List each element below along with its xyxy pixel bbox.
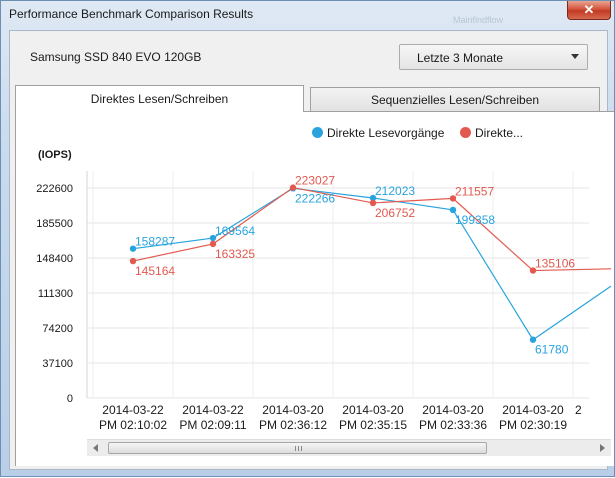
device-name: Samsung SSD 840 EVO 120GB [30, 50, 202, 64]
window-title: Performance Benchmark Comparison Results [9, 7, 254, 21]
close-button[interactable]: ✕ [567, 1, 611, 20]
y-axis-label: (IOPS) [38, 149, 72, 161]
data-point [529, 267, 537, 274]
data-label: 61780 [535, 343, 569, 357]
x-tick-label-date: 2014-03-20 [262, 403, 324, 417]
data-label: 158287 [135, 235, 175, 249]
y-tick-label: 148400 [36, 253, 73, 265]
data-point [369, 194, 377, 202]
x-tick-label-date: 2014-03-20 [502, 403, 564, 417]
x-tick-label-time: PM 02:36:12 [259, 418, 327, 432]
x-tick-label-date: 2 [575, 403, 582, 417]
scrollbar-thumb[interactable] [108, 442, 487, 454]
data-label: 223027 [295, 174, 335, 188]
background-ghost-text: Mainfindflow [453, 15, 504, 25]
y-tick-label: 37100 [42, 358, 73, 370]
data-point [209, 234, 217, 242]
legend-dot-write [460, 127, 471, 138]
grip-icon [295, 446, 303, 451]
x-tick-label-date: 2014-03-20 [422, 403, 484, 417]
x-tick-label-date: 2014-03-22 [102, 403, 164, 417]
chevron-down-icon [571, 54, 579, 59]
x-tick-label-time: PM 02:33:36 [419, 418, 487, 432]
data-label: 222266 [295, 191, 335, 205]
chart-panel [15, 111, 614, 466]
legend-item-write[interactable]: Direkte... [460, 126, 523, 140]
data-label: 199358 [455, 213, 495, 227]
x-tick-label-time: PM 02:35:15 [339, 418, 407, 432]
period-select-value: Letzte 3 Monate [417, 51, 504, 65]
y-tick-label: 222600 [36, 183, 73, 195]
data-point [529, 336, 537, 343]
title-bar[interactable]: Performance Benchmark Comparison Results… [1, 1, 614, 29]
horizontal-scrollbar[interactable] [87, 439, 611, 456]
data-label: 145164 [135, 264, 175, 278]
data-label: 135106 [535, 257, 575, 271]
scroll-right-icon[interactable] [600, 444, 605, 452]
x-tick-label-time: PM 02:10:02 [99, 418, 167, 432]
data-point [129, 257, 137, 265]
y-tick-label: 0 [67, 393, 73, 405]
legend-label-read: Direkte Lesevorgänge [327, 126, 445, 140]
scroll-left-icon[interactable] [93, 444, 98, 452]
y-tick-label: 111300 [38, 288, 73, 300]
tab-direct-read-write[interactable]: Direktes Lesen/Schreiben [15, 85, 304, 112]
period-select[interactable]: Letzte 3 Monate [399, 44, 588, 70]
data-point [129, 245, 137, 252]
legend-label-write: Direkte... [475, 126, 524, 140]
data-point [289, 184, 297, 191]
data-point [209, 240, 217, 248]
data-label: 206752 [375, 206, 415, 220]
x-tick-label-date: 2014-03-22 [182, 403, 244, 417]
data-label: 163325 [215, 247, 255, 261]
legend-item-read[interactable]: Direkte Lesevorgänge [312, 126, 444, 140]
data-label: 212023 [375, 184, 415, 198]
x-tick-label-time: PM 02:30:19 [499, 418, 567, 432]
y-tick-label: 74200 [42, 323, 73, 335]
x-tick-label-time: PM 02:09:11 [179, 418, 246, 432]
data-point [449, 195, 457, 202]
y-tick-label: 185500 [36, 218, 73, 230]
legend-dot-read [312, 127, 323, 138]
data-label: 211557 [455, 184, 494, 198]
data-label: 169564 [215, 224, 255, 238]
x-tick-label-date: 2014-03-20 [342, 403, 404, 417]
data-point [369, 199, 377, 207]
data-point [449, 206, 457, 214]
